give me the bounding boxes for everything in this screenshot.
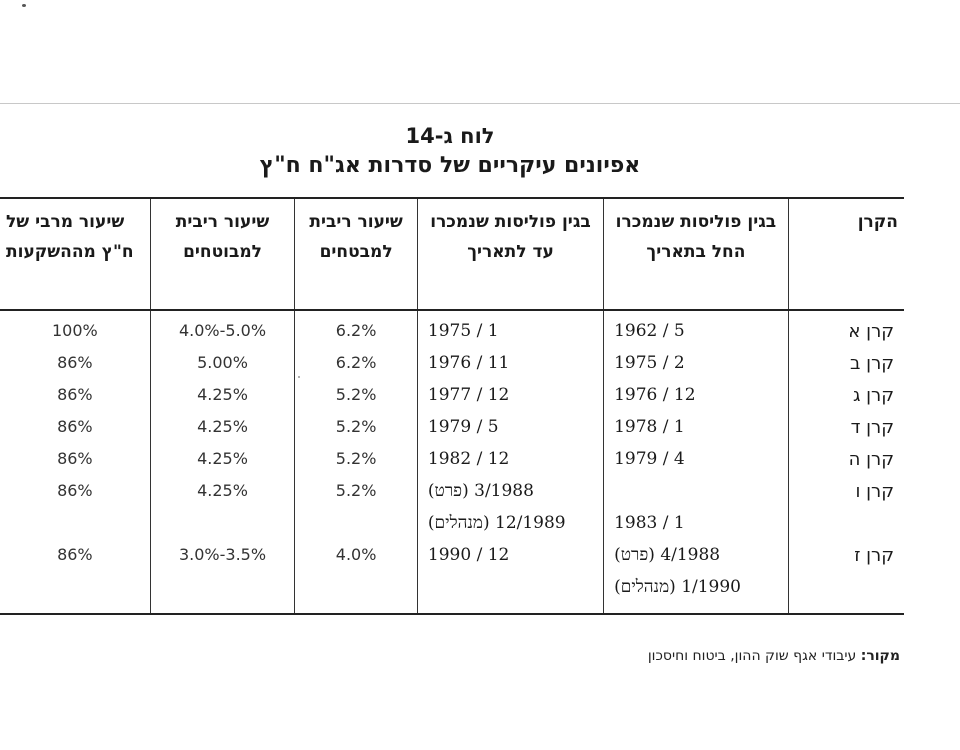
cell-rate-insurers: 4.0% [294, 545, 418, 577]
cell-rate-insurers: 6.2% [294, 310, 418, 353]
table-row: קרן ג 12 / 1976 12 / 1977 5.2% 4.25% 86% [0, 385, 904, 417]
cell-max-share: 86% [57, 481, 93, 500]
cell-max-share: 86% [57, 417, 93, 436]
table-row: קרן ה 4 / 1979 12 / 1982 5.2% 4.25% 86% [0, 449, 904, 481]
cell-fund [787, 513, 904, 545]
cell-rate-insured: 4.25% [149, 417, 295, 449]
cell-from: 4/1988 (פרט) [603, 545, 789, 577]
cell-fund: קרן ג [787, 385, 904, 417]
cell-from: 1 / 1978 [603, 417, 789, 449]
cell-rate-insurers [294, 577, 418, 615]
cell-until: 12 / 1977 [416, 385, 604, 417]
cell-max-share: 86% [57, 385, 93, 404]
cell-until: 12/1989 (מנהלים) [416, 513, 604, 545]
cell-rate-insurers: 6.2% [294, 353, 418, 385]
cell-rate-insurers: 5.2% [294, 449, 418, 481]
table-row: 1 / 1983 12/1989 (מנהלים) [0, 513, 904, 545]
cell-rate-insurers: 5.2% [294, 385, 418, 417]
cell-rate-insured: 4.25% [149, 385, 295, 417]
cell-max-share: 86% [57, 353, 93, 372]
header-sold-from: בגין פוליסות שנמכרו החל בתאריך [603, 197, 789, 311]
cell-max-share [0, 577, 151, 615]
cell-rate-insurers [294, 513, 418, 545]
table-row: קרן ד 1 / 1978 5 / 1979 5.2% 4.25% 86% [0, 417, 904, 449]
table-row: קרן א 5 / 1962 1 / 1975 6.2% 5.0%-4.0% 1… [0, 310, 904, 353]
cell-fund [787, 577, 904, 615]
data-table: הקרן בגין פוליסות שנמכרו החל בתאריך בגין… [0, 197, 904, 615]
cell-rate-insurers: 5.2% [294, 417, 418, 449]
header-rate-insurers: שיעור ריבית למבטחים [294, 197, 418, 311]
cell-max-share: 86% [57, 545, 93, 564]
header-sold-until: בגין פוליסות שנמכרו עד לתאריך [416, 197, 604, 311]
cell-fund: קרן ד [787, 417, 904, 449]
cell-max-share: 86% [57, 449, 93, 468]
cell-fund: קרן ז [787, 545, 904, 577]
table-title: אפיונים עיקריים של סדרות אג"ח ח"ץ [259, 153, 641, 178]
cell-fund: קרן ב [787, 353, 904, 385]
cell-rate-insured: 4.25% [149, 449, 295, 481]
table-row: קרן ב 2 / 1975 11 / 1976 6.2% 5.00% 86% [0, 353, 904, 385]
title-block: לוח ג-14 אפיונים עיקריים של סדרות אג"ח ח… [0, 122, 900, 182]
table-row: 1/1990 (מנהלים) [0, 577, 904, 615]
cell-rate-insured: 5.00% [149, 353, 295, 385]
cell-from [603, 481, 789, 513]
source-label: מקור: [860, 648, 900, 664]
header-max-share: שיעור מרבי של ח"ץ מההשקעות [0, 197, 151, 311]
cell-until: 12 / 1982 [416, 449, 604, 481]
cell-rate-insured: 3.5%-3.0% [149, 545, 295, 577]
cell-rate-insured: 4.25% [149, 481, 295, 513]
cell-rate-insured: 5.0%-4.0% [149, 310, 295, 353]
header-rate-insured: שיעור ריבית למבוטחים [149, 197, 295, 311]
cell-max-share [0, 513, 150, 545]
header-fund: הקרן [787, 197, 904, 311]
cell-max-share: 100% [51, 321, 98, 340]
cell-from: 1/1990 (מנהלים) [603, 577, 789, 615]
table-row: קרן ו 3/1988 (פרט) 5.2% 4.25% 86% [0, 481, 904, 513]
table-header-row: הקרן בגין פוליסות שנמכרו החל בתאריך בגין… [0, 197, 904, 311]
cell-from: 4 / 1979 [603, 449, 789, 481]
table-row: קרן ז 4/1988 (פרט) 12 / 1990 4.0% 3.5%-3… [0, 545, 904, 577]
scan-speck [22, 4, 26, 7]
cell-until: 11 / 1976 [416, 353, 604, 385]
table-number: לוח ג-14 [405, 124, 495, 148]
cell-from: 1 / 1983 [603, 513, 789, 545]
cell-until [416, 577, 604, 615]
cell-rate-insured [149, 577, 295, 615]
cell-fund: קרן ה [787, 449, 904, 481]
cell-rate-insured [149, 513, 295, 545]
cell-from: 5 / 1962 [603, 310, 789, 353]
cell-fund: קרן א [787, 310, 904, 353]
cell-until: 12 / 1990 [416, 545, 604, 577]
page-edge-line [0, 103, 960, 104]
cell-until: 5 / 1979 [416, 417, 604, 449]
source-note: מקור: עיבודי אגף שוק ההון, ביטוח וחיסכון [648, 648, 900, 664]
cell-until: 3/1988 (פרט) [416, 481, 604, 513]
cell-rate-insurers: 5.2% [294, 481, 418, 513]
cell-from: 12 / 1976 [603, 385, 789, 417]
source-text: עיבודי אגף שוק ההון, ביטוח וחיסכון [647, 648, 857, 664]
cell-from: 2 / 1975 [603, 353, 789, 385]
cell-fund: קרן ו [787, 481, 904, 513]
cell-until: 1 / 1975 [416, 310, 604, 353]
